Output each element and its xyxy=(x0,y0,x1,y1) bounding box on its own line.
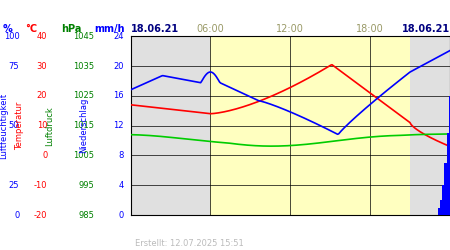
Text: Niederschlag: Niederschlag xyxy=(79,98,88,153)
Bar xyxy=(211,36,410,215)
Text: 0: 0 xyxy=(118,210,124,220)
Text: hPa: hPa xyxy=(61,24,81,34)
Text: 30: 30 xyxy=(36,62,47,70)
Text: 20: 20 xyxy=(113,62,124,70)
Bar xyxy=(442,185,445,215)
Text: 8: 8 xyxy=(118,151,124,160)
Text: Luftfeuchtigkeit: Luftfeuchtigkeit xyxy=(0,92,8,159)
Bar xyxy=(438,208,440,215)
Text: 75: 75 xyxy=(9,62,19,70)
Text: 16: 16 xyxy=(113,91,124,100)
Text: Luftdruck: Luftdruck xyxy=(45,106,54,146)
Bar xyxy=(130,36,211,215)
Text: -20: -20 xyxy=(34,210,47,220)
Text: 995: 995 xyxy=(79,181,94,190)
Bar xyxy=(449,96,450,215)
Text: mm/h: mm/h xyxy=(94,24,125,34)
Bar xyxy=(447,133,449,215)
Text: 18.06.21: 18.06.21 xyxy=(402,24,450,34)
Text: 0: 0 xyxy=(42,151,47,160)
Text: 20: 20 xyxy=(37,91,47,100)
Text: Temperatur: Temperatur xyxy=(15,102,24,150)
Text: 0: 0 xyxy=(14,210,19,220)
Text: Erstellt: 12.07.2025 15:51: Erstellt: 12.07.2025 15:51 xyxy=(135,238,244,248)
Text: 06:00: 06:00 xyxy=(197,24,224,34)
Bar xyxy=(440,200,442,215)
Text: %: % xyxy=(2,24,12,34)
Text: 1025: 1025 xyxy=(73,91,94,100)
Text: 1045: 1045 xyxy=(73,32,94,41)
Text: 985: 985 xyxy=(79,210,94,220)
Text: 18.06.21: 18.06.21 xyxy=(130,24,179,34)
Text: 1035: 1035 xyxy=(73,62,94,70)
Bar xyxy=(410,36,450,215)
Text: 40: 40 xyxy=(37,32,47,41)
Text: -10: -10 xyxy=(34,181,47,190)
Text: 25: 25 xyxy=(9,181,19,190)
Text: 50: 50 xyxy=(9,121,19,130)
Text: °C: °C xyxy=(25,24,37,34)
Text: 18:00: 18:00 xyxy=(356,24,384,34)
Text: 4: 4 xyxy=(118,181,124,190)
Text: 12:00: 12:00 xyxy=(276,24,304,34)
Text: 100: 100 xyxy=(4,32,19,41)
Bar xyxy=(445,163,447,215)
Text: 1015: 1015 xyxy=(73,121,94,130)
Text: 24: 24 xyxy=(113,32,124,41)
Text: 1005: 1005 xyxy=(73,151,94,160)
Text: 12: 12 xyxy=(113,121,124,130)
Text: 10: 10 xyxy=(37,121,47,130)
